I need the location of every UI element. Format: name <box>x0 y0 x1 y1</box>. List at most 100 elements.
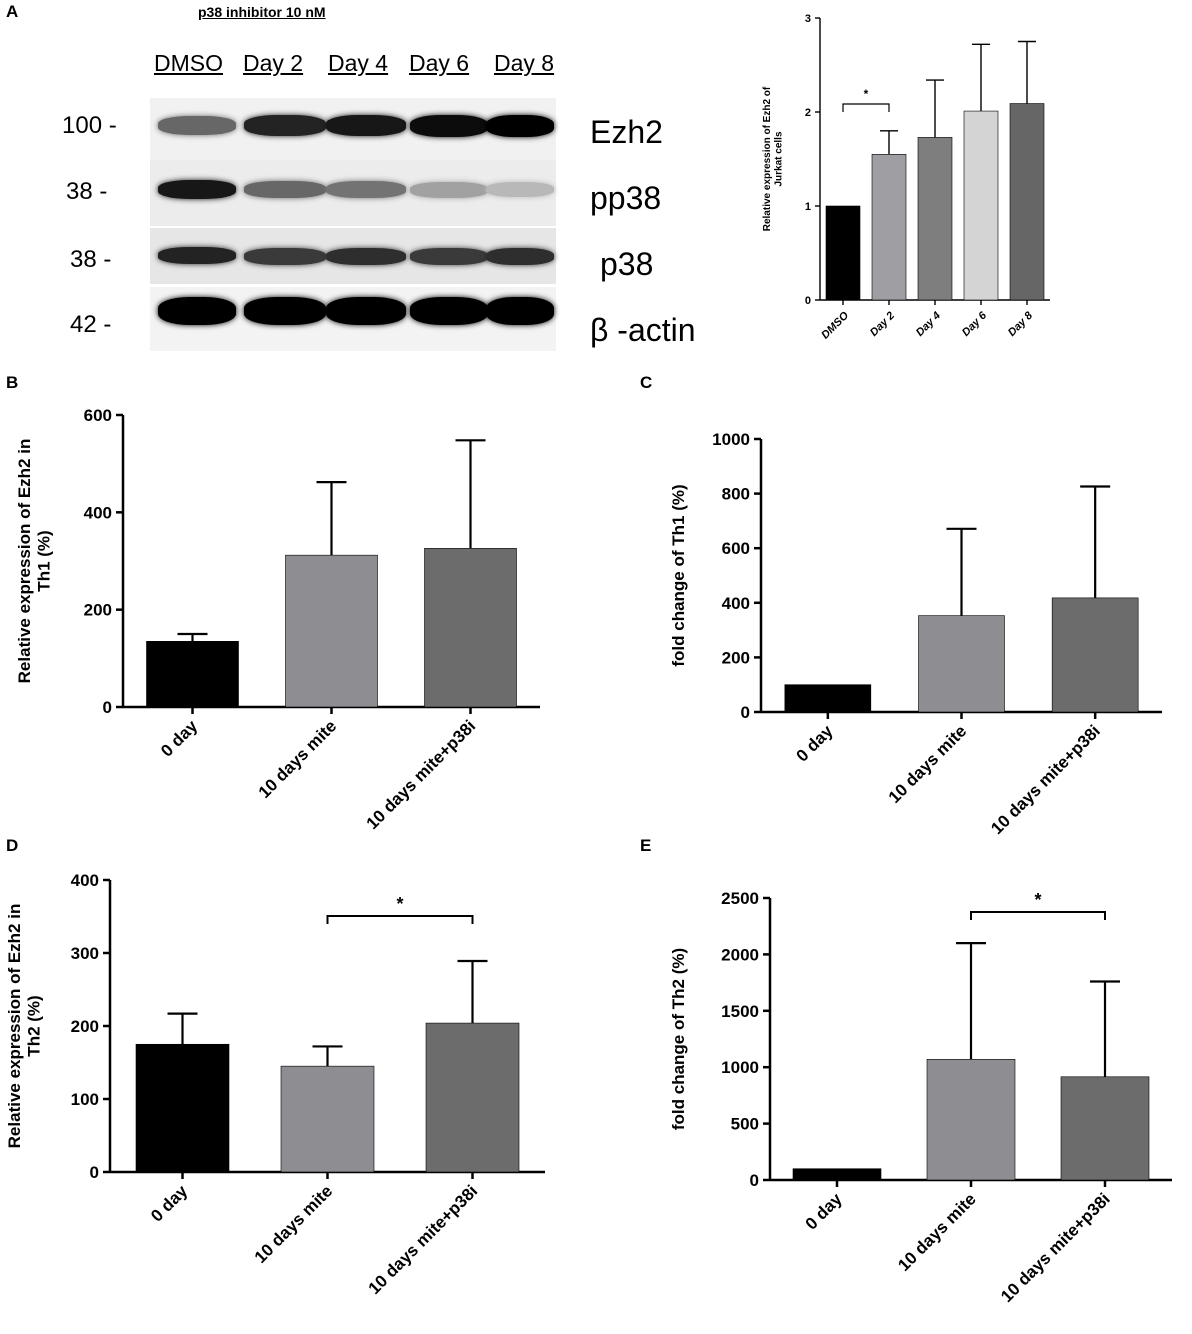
blot-band <box>486 297 554 325</box>
y-tick-label: 0 <box>805 295 811 307</box>
blot-band <box>326 115 406 136</box>
x-tick-label: 0 day <box>157 716 202 761</box>
y-tick-label: 0 <box>750 1171 759 1190</box>
blot-band <box>244 181 326 198</box>
blot-band <box>244 248 326 265</box>
y-tick-label: 400 <box>84 503 112 522</box>
x-tick-label: Day 8 <box>1006 309 1036 339</box>
bar <box>784 684 872 713</box>
protein-label: β -actin <box>590 312 696 348</box>
blot-band <box>326 297 406 325</box>
y-tick-label: 800 <box>722 485 750 504</box>
lane-label: Day 4 <box>328 50 389 76</box>
y-axis-title: Relative expression of Ezh2 inTh2 (%) <box>5 904 44 1149</box>
panel-letter-b: B <box>6 373 19 392</box>
x-tick-label: 10 days mite <box>251 1181 337 1267</box>
mw-marker: 100 - <box>62 112 117 139</box>
bar <box>871 154 907 301</box>
y-axis-title-line: Relative expression of Ezh2 in <box>15 439 34 684</box>
x-tick-label: Day 4 <box>914 310 943 339</box>
y-axis-title-line: Th1 (%) <box>35 530 54 591</box>
x-tick-label: 0 day <box>802 1189 847 1234</box>
blot-band <box>244 297 326 325</box>
x-tick-label: 10 days mite <box>885 721 971 807</box>
blot-band <box>486 115 554 137</box>
significance-mark: * <box>864 87 869 101</box>
mw-marker: 42 - <box>70 311 112 338</box>
blot-band <box>410 115 488 137</box>
y-axis-title: fold change of Th2 (%) <box>669 948 688 1130</box>
significance-bracket <box>842 103 890 112</box>
mw-marker: 38 - <box>70 246 112 273</box>
y-tick-label: 1000 <box>721 1058 759 1077</box>
y-tick-label: 1500 <box>721 1002 759 1021</box>
bar <box>1051 597 1139 713</box>
y-axis-title-line: Jurkat cells <box>774 131 785 186</box>
blot-band <box>158 247 236 264</box>
x-tick-label: Day 2 <box>868 310 897 339</box>
blot-band <box>326 248 406 265</box>
y-tick-label: 3 <box>805 13 811 25</box>
y-tick-label: 600 <box>722 539 750 558</box>
blot-band <box>244 115 326 136</box>
significance-mark: * <box>396 894 403 914</box>
y-tick-label: 1000 <box>712 430 750 449</box>
y-tick-label: 0 <box>103 698 112 717</box>
lane-label: Day 6 <box>409 50 470 76</box>
chart-d: 0 100 200 300 400 Relative expression of Ezh2… <box>5 871 545 1298</box>
blot-band <box>410 182 488 198</box>
bar <box>1060 1076 1150 1181</box>
blot-band <box>410 248 488 265</box>
y-tick-label: 500 <box>731 1115 759 1134</box>
significance-bracket <box>970 911 1106 920</box>
panel-letter-d: D <box>6 836 19 855</box>
blot-band <box>486 248 554 265</box>
panel-letter-e: E <box>640 836 652 855</box>
panel-letter-a: A <box>6 2 19 21</box>
x-tick-label: 10 days mite <box>255 716 341 802</box>
y-tick-label: 400 <box>71 871 99 890</box>
protein-label: p38 <box>600 246 654 282</box>
x-tick-label: 0 day <box>147 1181 192 1226</box>
chart-b: 0 200 400 600 Relative expression of Ezh2 in… <box>15 406 540 833</box>
bar <box>926 1059 1016 1181</box>
bar <box>792 1168 882 1181</box>
bar <box>285 554 378 708</box>
significance-mark: * <box>1034 890 1041 910</box>
lane-label: Day 2 <box>243 50 304 76</box>
x-tick-label: 10 days mite <box>894 1189 980 1275</box>
bar <box>424 548 517 708</box>
blot-band <box>158 116 236 135</box>
y-tick-label: 100 <box>71 1090 99 1109</box>
blot-band <box>410 297 488 325</box>
lane-label: Day 8 <box>494 50 555 76</box>
y-tick-label: 0 <box>90 1163 99 1182</box>
y-axis-title: Relative expression of Ezh2 ofJurkat cel… <box>762 86 785 231</box>
mw-marker: 38 - <box>66 178 108 205</box>
chart-c: 0 200 400 600 800 1000 fold change of Th1 (%) 0… <box>669 430 1162 838</box>
y-tick-label: 400 <box>722 594 750 613</box>
blot-header: p38 inhibitor 10 nM <box>198 4 326 20</box>
protein-label: pp38 <box>590 180 662 216</box>
y-tick-label: 600 <box>84 406 112 425</box>
bar <box>963 110 999 301</box>
y-tick-label: 2500 <box>721 889 759 908</box>
y-tick-label: 1 <box>805 201 811 213</box>
y-tick-label: 300 <box>71 944 99 963</box>
x-tick-label: DMSO <box>819 309 851 341</box>
blot-band <box>326 181 406 198</box>
y-axis-title-line: Relative expression of Ezh2 of <box>762 86 773 231</box>
y-tick-label: 2 <box>805 107 811 119</box>
x-tick-label: Day 6 <box>960 309 990 339</box>
chart-a: 0 1 2 3 Relative expression of Ezh2 ofJurkat… <box>762 13 1050 341</box>
y-axis-title: fold change of Th1 (%) <box>669 484 688 666</box>
blot-band <box>158 297 236 325</box>
x-tick-label: 0 day <box>792 721 837 766</box>
bar <box>425 1022 520 1173</box>
y-tick-label: 2000 <box>721 945 759 964</box>
x-tick-label: 10 days mite+p38i <box>997 1189 1114 1306</box>
chart-e: 0 500 1000 1500 2000 2500 fold change of Th2 (… <box>669 889 1172 1306</box>
lane-label: DMSO <box>154 50 223 76</box>
y-axis-title: Relative expression of Ezh2 inTh1 (%) <box>15 439 54 684</box>
bar <box>146 641 239 708</box>
